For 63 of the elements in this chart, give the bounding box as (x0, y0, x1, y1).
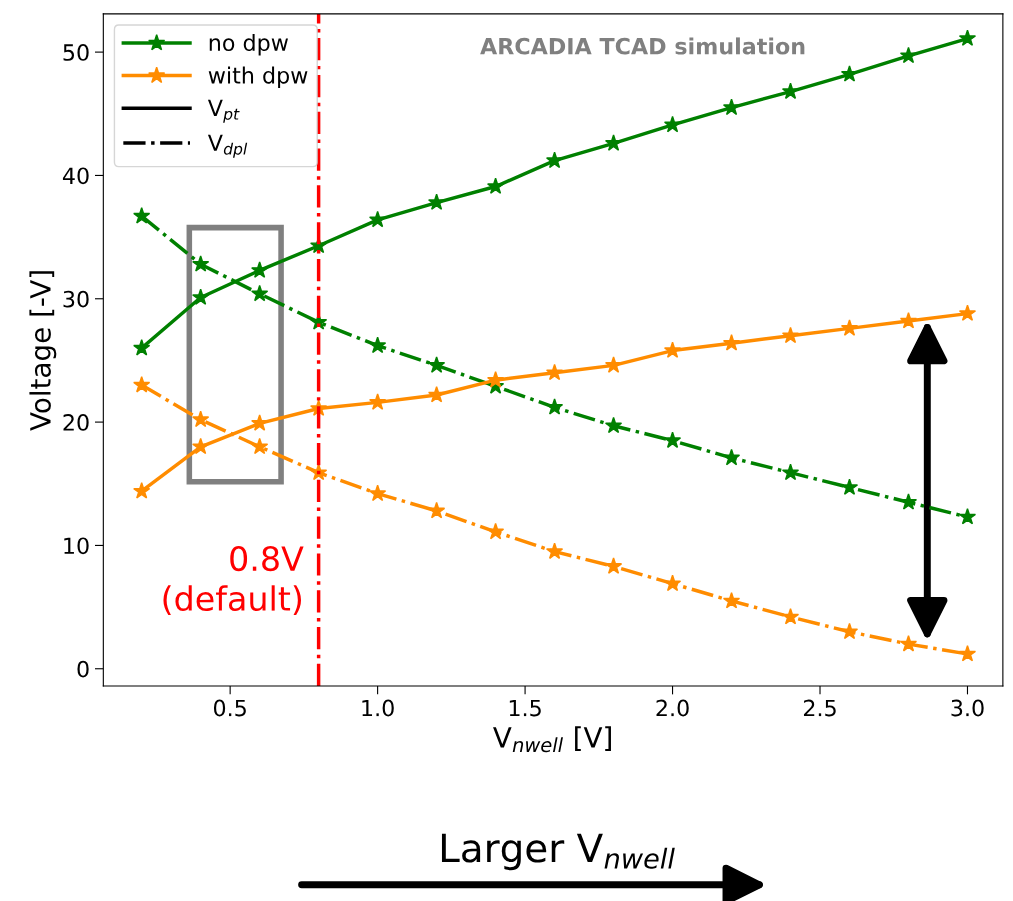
x-tick-label: 2.5 (803, 699, 836, 717)
y-tick-label: 50 (63, 44, 89, 61)
point (133, 482, 151, 499)
point (192, 255, 210, 272)
point (545, 363, 564, 381)
point (368, 484, 387, 502)
point (133, 207, 151, 224)
point (192, 437, 210, 455)
x-tick-label: 1.0 (362, 699, 394, 717)
point (486, 177, 505, 194)
point (486, 371, 505, 388)
point (545, 542, 564, 560)
x-tick-label: 3.0 (951, 699, 984, 717)
point (958, 304, 977, 322)
annotation: V$_{dpl}$ (207, 134, 248, 158)
x-tick-label: 0.5 (213, 699, 246, 717)
point (545, 398, 564, 415)
y-tick-label: 30 (63, 290, 89, 308)
point (604, 557, 623, 574)
point (427, 385, 446, 403)
point (722, 334, 741, 351)
legend-label: no dpw (209, 33, 288, 56)
point (133, 376, 151, 393)
y-axis-title: Voltage [-V] (29, 271, 57, 431)
point (840, 319, 859, 336)
y-tick-label: 20 (63, 414, 89, 431)
point (368, 336, 387, 354)
point (958, 644, 977, 662)
x-axis-title: V$_{nwell}$ [V] (493, 726, 611, 753)
y-tick-label: 0 (77, 660, 89, 678)
ref-line-label: 0.8V (default) (163, 546, 304, 616)
point (368, 210, 387, 228)
text: Larger V$_{nwell}$ (441, 833, 675, 871)
point (958, 29, 977, 46)
x-tick-label: 2.0 (656, 699, 689, 717)
point (722, 591, 741, 609)
point (192, 410, 210, 428)
point (840, 622, 859, 640)
point (251, 284, 269, 302)
point (899, 46, 918, 64)
point (663, 431, 682, 449)
point (427, 356, 446, 373)
annotation: ARCADIA TCAD simulation (480, 37, 805, 55)
point (958, 508, 977, 525)
point (899, 311, 918, 329)
point (604, 416, 623, 434)
x-tick-label: 1.5 (509, 699, 541, 717)
point (192, 288, 210, 305)
point (781, 607, 800, 625)
point (251, 261, 269, 278)
point (663, 341, 682, 359)
point (368, 393, 387, 410)
legend-label: with dpw (208, 66, 308, 88)
point (781, 463, 800, 481)
y-tick-label: 10 (64, 537, 89, 555)
annotation: V$_{pt}$ (207, 99, 240, 123)
point (899, 635, 918, 652)
point (133, 339, 151, 356)
point (722, 448, 741, 466)
point (781, 326, 800, 344)
point (251, 437, 269, 455)
y-tick-label: 40 (62, 167, 89, 185)
point (663, 115, 682, 133)
